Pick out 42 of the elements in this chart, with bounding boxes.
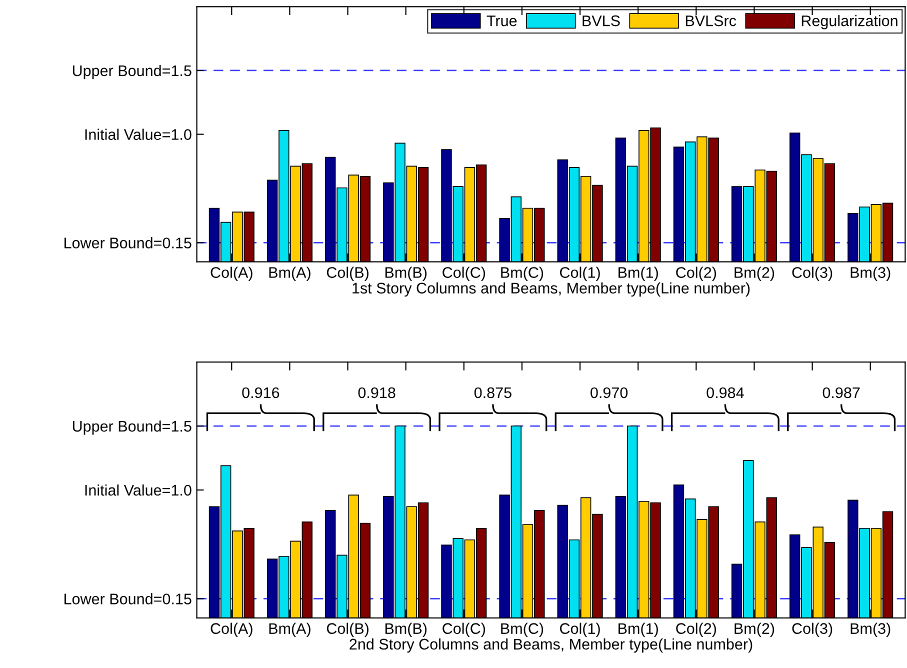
x-tick-label: Bm(C) [501,266,544,281]
x-tick-label: Bm(2) [734,266,774,281]
y-tick-label: Lower Bound=0.15 [64,237,192,248]
x-tick-label: Col(C) [442,266,486,281]
legend-label: BVLS [582,15,620,26]
x-tick-label: Bm(A) [269,266,310,281]
x-tick-label: Bm(C) [501,622,544,637]
x-tick-label: Col(2) [676,622,716,637]
legend-label: BVLSrc [686,15,736,26]
x-axis-title: 2nd Story Columns and Beams, Member type(Line number) [350,638,752,653]
x-tick-label: Bm(B) [385,266,427,281]
x-tick-label: Col(3) [792,266,832,281]
y-tick-label: Initial Value=1.0 [85,128,192,140]
x-tick-label: Bm(3) [850,622,890,637]
x-tick-label: Bm(1) [618,266,658,281]
x-tick-label: Col(1) [560,266,600,281]
x-tick-label: Bm(2) [734,622,774,637]
x-tick-label: Col(C) [442,622,486,637]
y-tick-label: Lower Bound=0.15 [64,593,192,604]
x-tick-label: Bm(A) [269,622,310,637]
x-tick-label: Bm(3) [850,266,890,281]
y-tick-label: Upper Bound=1.5 [72,420,192,435]
annotation: 0.987 [822,387,860,398]
annotation: 0.984 [706,387,744,398]
y-tick-label: Upper Bound=1.5 [72,64,192,80]
x-tick-label: Col(A) [210,622,252,637]
annotation: 0.916 [242,387,280,398]
x-tick-label: Col(3) [792,622,832,637]
legend-label: Regularization [802,15,898,30]
x-tick-label: Col(B) [326,266,368,281]
x-tick-label: Col(2) [676,266,716,281]
x-tick-label: Bm(1) [618,622,658,637]
x-tick-label: Bm(B) [385,622,427,637]
annotation: 0.918 [358,387,396,398]
y-tick-label: Initial Value=1.0 [85,484,192,496]
annotation: 0.970 [590,387,628,398]
x-tick-label: Col(B) [326,622,368,637]
x-tick-label: Col(A) [210,266,252,281]
x-tick-label: Col(1) [560,622,600,637]
x-axis-title: 1st Story Columns and Beams, Member type(Line number) [352,282,750,297]
legend-label: True [486,16,517,26]
annotation: 0.875 [474,387,512,398]
